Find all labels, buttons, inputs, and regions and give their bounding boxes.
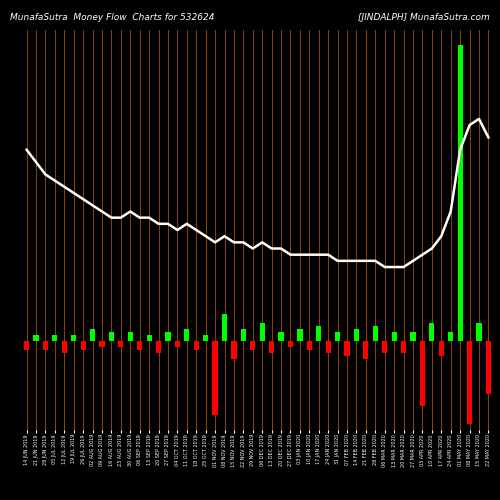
Bar	[137, 341, 142, 350]
Bar	[430, 324, 434, 341]
Bar	[203, 335, 208, 341]
Bar	[420, 341, 425, 406]
Bar	[392, 332, 396, 341]
Bar	[24, 341, 29, 350]
Bar	[316, 326, 322, 341]
Bar	[467, 341, 472, 424]
Bar	[184, 330, 190, 341]
Bar	[278, 332, 283, 341]
Bar	[372, 326, 378, 341]
Bar	[43, 341, 48, 350]
Bar	[52, 335, 58, 341]
Bar	[146, 335, 152, 341]
Bar	[175, 341, 180, 347]
Bar	[364, 341, 368, 359]
Bar	[448, 332, 454, 341]
Bar	[458, 45, 462, 341]
Bar	[476, 324, 482, 341]
Bar	[486, 341, 491, 394]
Bar	[71, 335, 76, 341]
Bar	[222, 314, 227, 341]
Bar	[80, 341, 86, 350]
Bar	[401, 341, 406, 353]
Bar	[269, 341, 274, 353]
Bar	[250, 341, 256, 350]
Bar	[62, 341, 67, 353]
Bar	[354, 330, 359, 341]
Bar	[90, 330, 95, 341]
Bar	[438, 341, 444, 356]
Bar	[232, 341, 236, 359]
Bar	[306, 341, 312, 350]
Bar	[118, 341, 124, 347]
Bar	[156, 341, 161, 353]
Text: MunafaSutra  Money Flow  Charts for 532624: MunafaSutra Money Flow Charts for 532624	[10, 12, 214, 22]
Bar	[128, 332, 133, 341]
Bar	[335, 332, 340, 341]
Text: [JINDALPH] MunafaSutra.com: [JINDALPH] MunafaSutra.com	[358, 12, 490, 22]
Bar	[260, 324, 265, 341]
Bar	[410, 332, 416, 341]
Bar	[288, 341, 293, 347]
Bar	[212, 341, 218, 415]
Bar	[194, 341, 199, 350]
Bar	[109, 332, 114, 341]
Bar	[382, 341, 388, 353]
Bar	[34, 335, 38, 341]
Bar	[166, 332, 170, 341]
Bar	[326, 341, 331, 353]
Bar	[298, 330, 302, 341]
Bar	[344, 341, 350, 356]
Bar	[241, 330, 246, 341]
Bar	[100, 341, 104, 347]
